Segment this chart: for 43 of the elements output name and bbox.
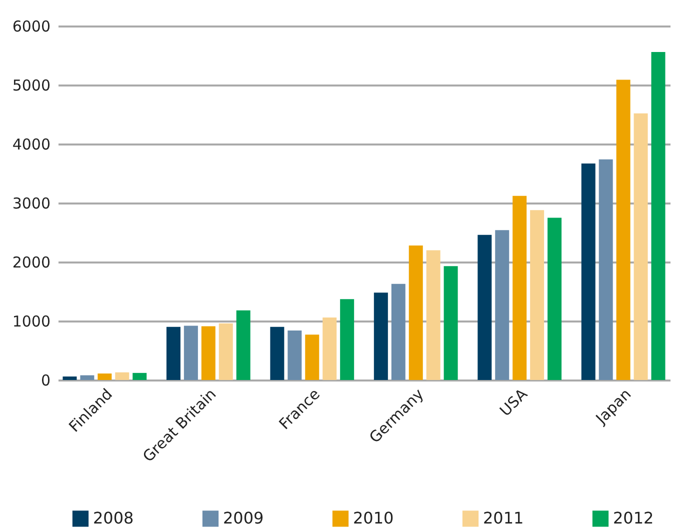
bar <box>478 234 492 380</box>
bar <box>115 372 130 380</box>
bar <box>391 284 406 380</box>
bar <box>201 326 216 380</box>
bar <box>166 326 180 380</box>
bar <box>218 323 233 380</box>
y-tick-label: 4000 <box>12 136 50 154</box>
bar <box>548 218 562 380</box>
legend-label: 2009 <box>223 508 264 528</box>
bar <box>288 330 302 380</box>
x-tick-label: USA <box>496 384 532 420</box>
bar <box>651 52 666 380</box>
bar <box>62 376 77 380</box>
bar <box>426 250 440 380</box>
bar <box>340 299 354 380</box>
bar <box>444 266 458 380</box>
legend-label: 2008 <box>93 508 134 528</box>
bar <box>495 230 510 380</box>
bar <box>236 310 250 380</box>
y-tick-label: 5000 <box>12 76 50 94</box>
legend-label: 2011 <box>483 508 524 528</box>
bar <box>512 196 527 380</box>
bar <box>634 113 648 380</box>
bar <box>132 372 147 380</box>
bar <box>530 210 544 380</box>
bar <box>270 326 284 380</box>
y-tick-label: 1000 <box>12 312 50 330</box>
bar <box>616 80 630 380</box>
bar <box>408 245 423 380</box>
bar <box>305 334 320 380</box>
y-tick-label: 2000 <box>12 254 50 272</box>
y-tick-label: 6000 <box>12 18 50 36</box>
bar <box>184 326 198 380</box>
bar <box>80 375 94 380</box>
y-tick-label: 3000 <box>12 194 50 212</box>
bar <box>598 159 613 380</box>
bar <box>581 163 596 380</box>
bar <box>98 374 112 380</box>
y-tick-label: 0 <box>40 372 50 390</box>
bar <box>374 292 388 380</box>
bar <box>322 317 337 380</box>
legend-label: 2012 <box>613 508 654 528</box>
legend-label: 2010 <box>353 508 394 528</box>
